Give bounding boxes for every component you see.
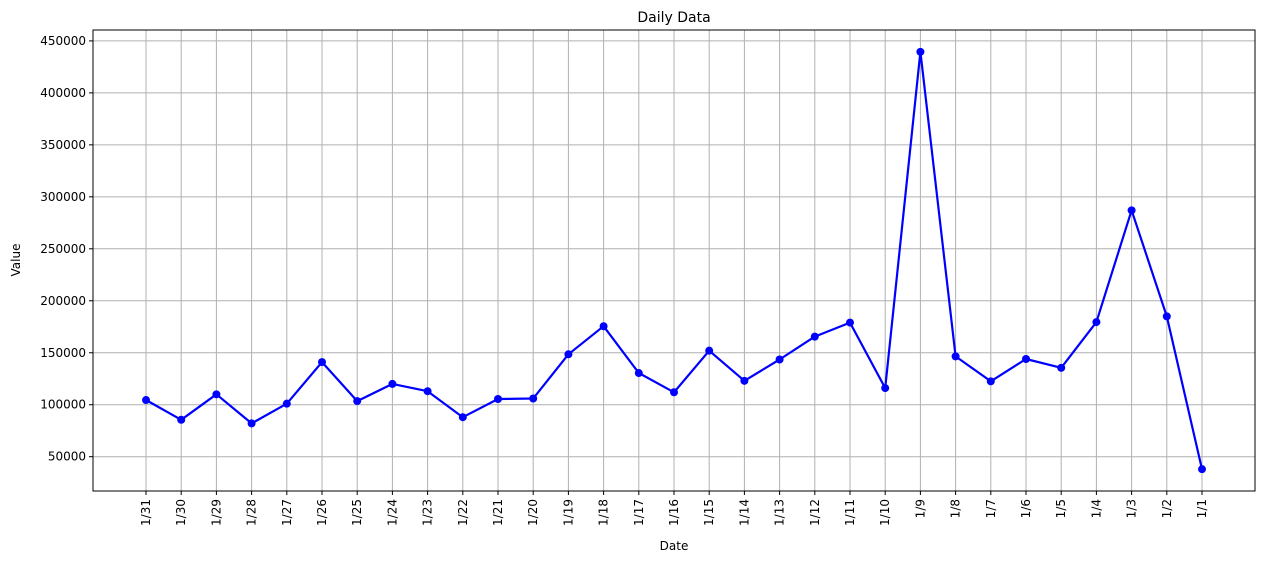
data-point <box>916 47 925 56</box>
data-point <box>775 355 784 364</box>
y-tick-label: 300000 <box>40 190 86 204</box>
data-point <box>705 346 714 355</box>
data-point <box>1057 363 1066 372</box>
x-tick-label: 1/13 <box>773 499 787 526</box>
x-tick-label: 1/5 <box>1054 499 1068 518</box>
x-tick-label: 1/24 <box>385 499 399 526</box>
series-group <box>142 47 1206 474</box>
x-axis: 1/31 1/30 1/29 1/28 1/27 1/26 1/25 1/24 1/23 1/22… <box>139 491 1209 526</box>
x-tick-label: 1/17 <box>632 499 646 526</box>
x-tick-label: 1/22 <box>456 499 470 526</box>
data-point <box>388 379 397 388</box>
x-tick-label: 1/21 <box>491 499 505 526</box>
x-tick-label: 1/16 <box>667 499 681 526</box>
data-point <box>1162 312 1171 321</box>
x-tick-label: 1/26 <box>315 499 329 526</box>
data-point <box>423 387 432 396</box>
y-tick-label: 200000 <box>40 294 86 308</box>
data-point <box>951 352 960 361</box>
data-point <box>282 399 291 408</box>
data-point <box>670 388 678 397</box>
y-axis: 50000 100000 150000 200000 250000 300000 35000… <box>40 34 93 464</box>
x-axis-label: Date <box>660 539 689 553</box>
data-point <box>846 318 854 327</box>
data-point <box>810 332 819 341</box>
x-tick-label: 1/6 <box>1019 499 1033 518</box>
data-point <box>986 377 995 386</box>
data-point <box>1092 318 1101 327</box>
y-tick-label: 50000 <box>48 450 86 464</box>
x-tick-label: 1/31 <box>139 499 153 526</box>
x-tick-label: 1/8 <box>949 499 963 518</box>
x-tick-label: 1/11 <box>843 499 857 526</box>
x-tick-label: 1/18 <box>597 499 611 526</box>
y-tick-label: 350000 <box>40 138 86 152</box>
data-point <box>881 384 890 393</box>
x-tick-label: 1/1 <box>1195 499 1209 518</box>
x-tick-label: 1/10 <box>878 499 892 526</box>
data-point <box>212 390 221 399</box>
data-point <box>634 369 643 378</box>
x-tick-label: 1/19 <box>561 499 575 526</box>
data-point <box>1022 354 1030 363</box>
data-point <box>458 413 467 422</box>
data-point <box>142 396 150 405</box>
x-tick-label: 1/2 <box>1160 499 1174 518</box>
data-point <box>1127 206 1136 215</box>
data-point <box>177 415 186 424</box>
data-point <box>564 350 573 359</box>
y-axis-label: Value <box>9 244 23 277</box>
x-tick-label: 1/25 <box>350 499 364 526</box>
y-tick-label: 250000 <box>40 242 86 256</box>
data-point <box>740 376 749 385</box>
x-tick-label: 1/30 <box>174 499 188 526</box>
y-tick-label: 450000 <box>40 34 86 48</box>
x-tick-label: 1/12 <box>808 499 822 526</box>
chart-title: Daily Data <box>637 10 710 26</box>
grid-lines <box>93 30 1255 491</box>
x-tick-label: 1/3 <box>1125 499 1139 518</box>
y-tick-label: 400000 <box>40 86 86 100</box>
data-point <box>1198 465 1206 474</box>
data-point <box>318 358 326 367</box>
x-tick-label: 1/27 <box>280 499 294 526</box>
x-tick-label: 1/7 <box>984 499 998 518</box>
y-tick-label: 150000 <box>40 346 86 360</box>
x-tick-label: 1/28 <box>245 499 259 526</box>
x-tick-label: 1/4 <box>1089 499 1103 518</box>
x-tick-label: 1/14 <box>737 499 751 526</box>
data-point <box>247 419 256 428</box>
data-point <box>494 395 502 404</box>
x-tick-label: 1/9 <box>913 499 927 518</box>
x-tick-label: 1/29 <box>209 499 223 526</box>
y-tick-label: 100000 <box>40 398 86 412</box>
x-tick-label: 1/20 <box>526 499 540 526</box>
data-point <box>599 322 608 331</box>
data-point <box>353 397 362 406</box>
x-tick-label: 1/15 <box>702 499 716 526</box>
x-tick-label: 1/23 <box>421 499 435 526</box>
data-point <box>529 394 538 403</box>
